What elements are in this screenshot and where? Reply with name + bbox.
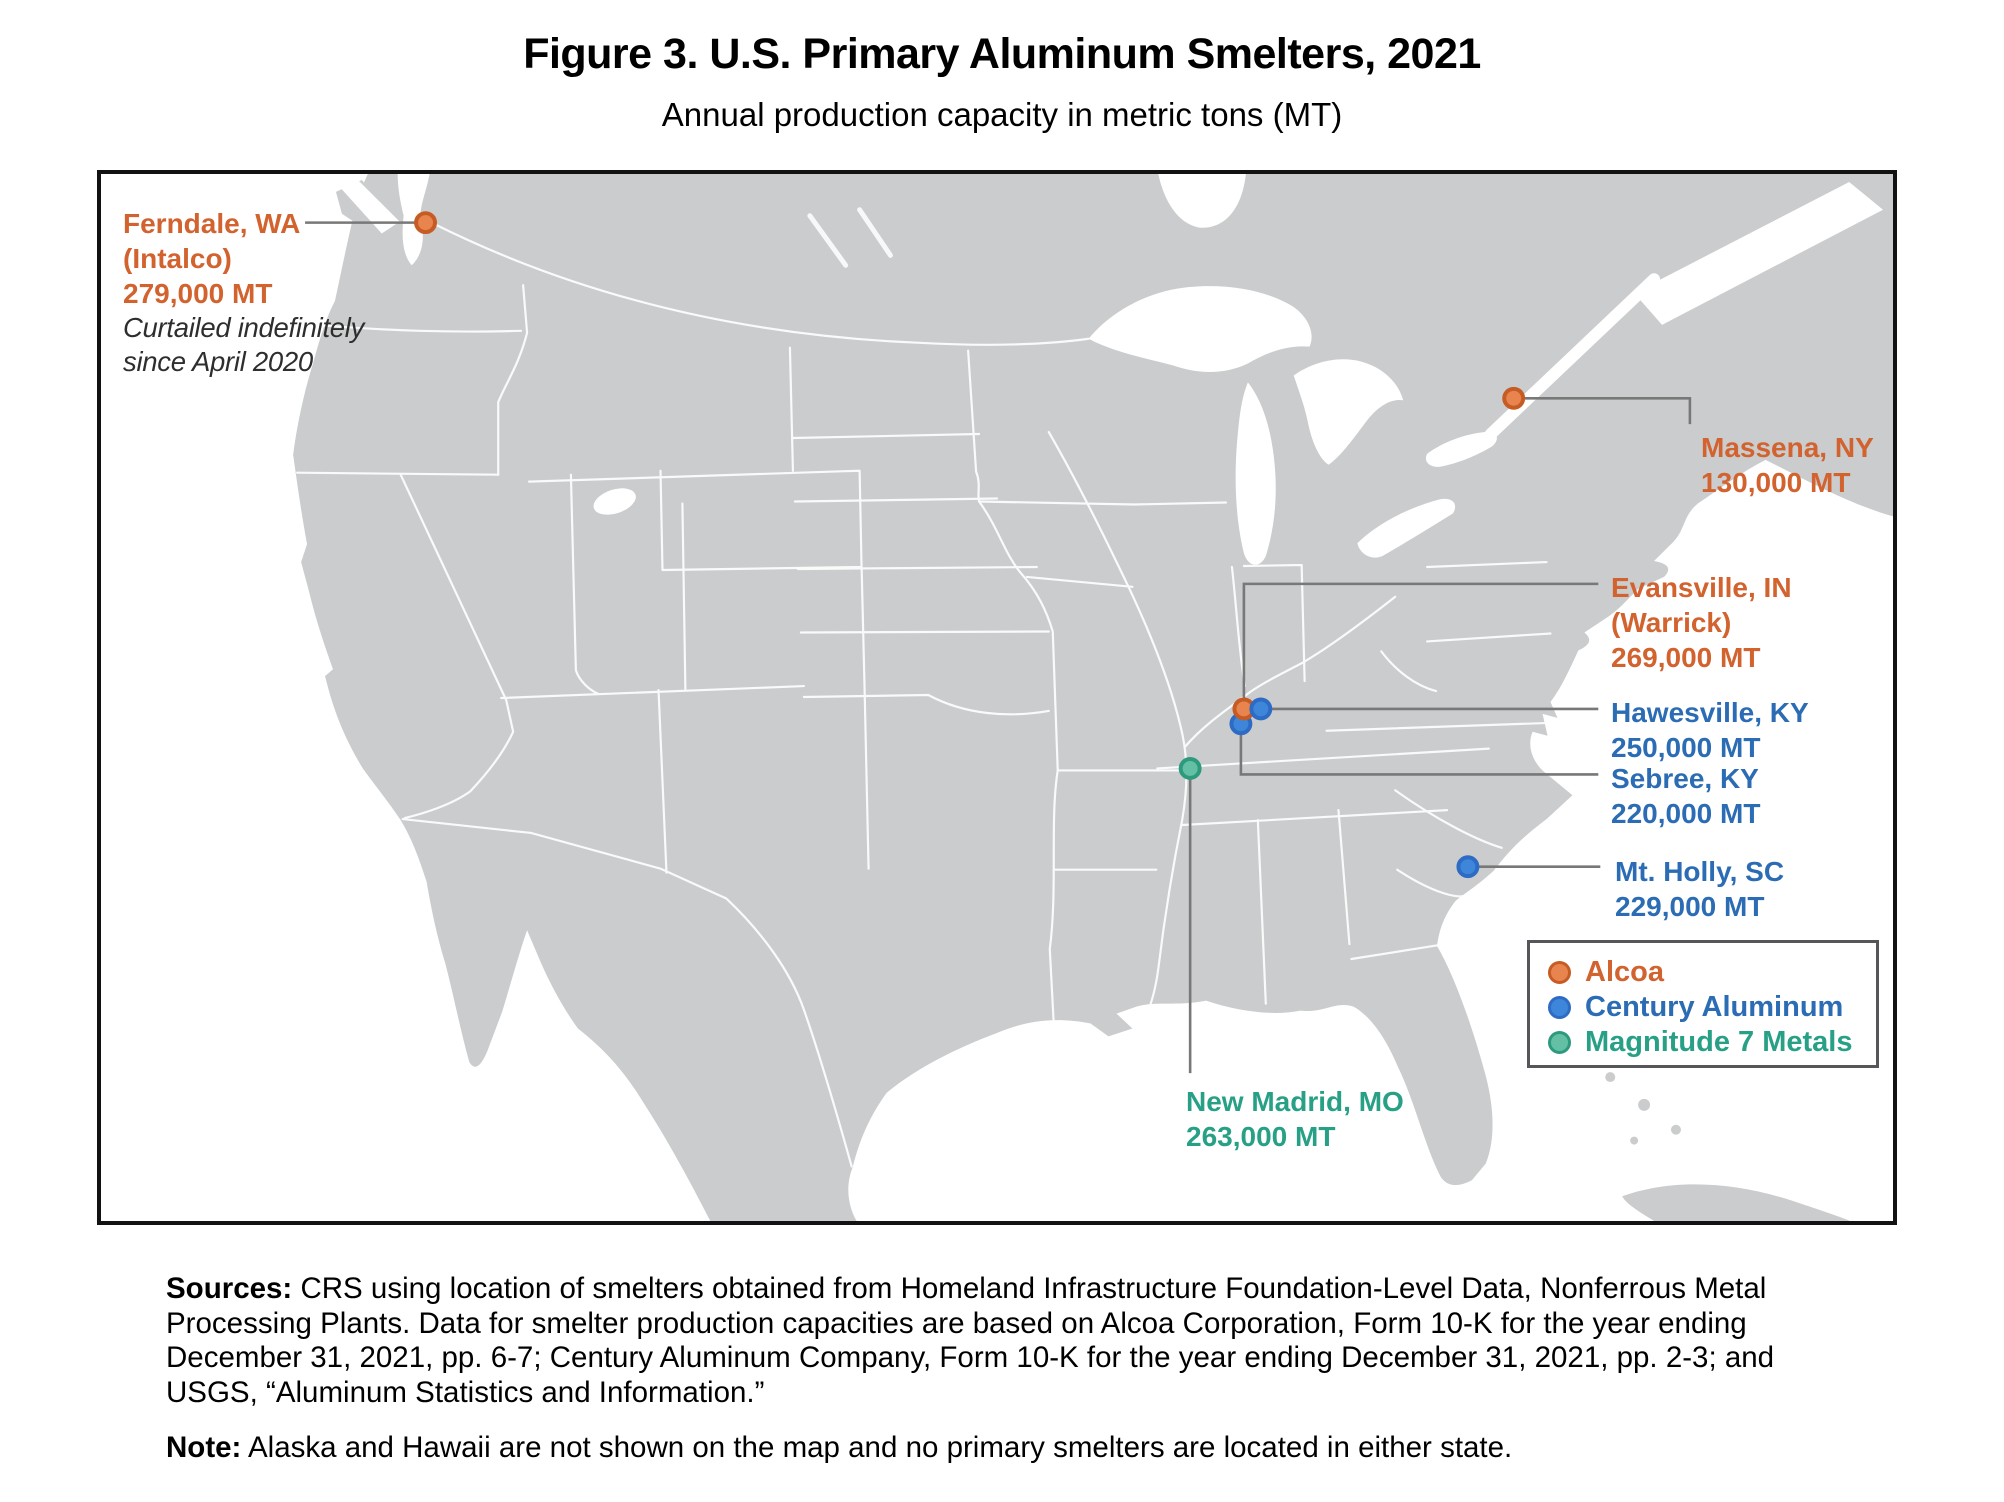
legend-label: Magnitude 7 Metals — [1585, 1026, 1853, 1058]
island-dot — [1638, 1098, 1651, 1111]
smelter-dot-mtholly — [1456, 855, 1480, 879]
note-paragraph: Note: Alaska and Hawaii are not shown on… — [166, 1431, 1858, 1466]
legend-item-alcoa: Alcoa — [1548, 955, 1876, 990]
legend-label: Century Aluminum — [1585, 991, 1844, 1023]
sources-text: CRS using location of smelters obtained … — [166, 1272, 1775, 1409]
smelter-capacity: 263,000 MT — [1186, 1121, 1336, 1152]
smelter-name: Sebree, KY — [1611, 763, 1759, 794]
lake-erie — [1357, 498, 1456, 558]
smelter-label-hawesville: Hawesville, KY 250,000 MT — [1611, 695, 1809, 765]
smelter-label-evansville: Evansville, IN (Warrick) 269,000 MT — [1611, 570, 1792, 675]
magnitude-dot-icon — [1548, 1031, 1571, 1054]
legend-item-magnitude: Magnitude 7 Metals — [1548, 1025, 1876, 1060]
us-map-svg — [101, 174, 1893, 1221]
james-bay — [1158, 174, 1246, 228]
island-dot — [1630, 1136, 1639, 1145]
island-dot — [1605, 1072, 1616, 1083]
lake-michigan — [1235, 382, 1276, 565]
puget-sound — [397, 174, 430, 266]
smelter-label-massena: Massena, NY 130,000 MT — [1701, 430, 1874, 500]
leader-evansville — [1242, 582, 1599, 699]
lake-superior — [1088, 286, 1312, 372]
smelter-alt-name: (Warrick) — [1611, 607, 1732, 638]
legend-item-century: Century Aluminum — [1548, 990, 1876, 1025]
smelter-capacity: 229,000 MT — [1615, 891, 1765, 922]
lake-ontario — [1425, 431, 1497, 467]
smelter-label-sebree: Sebree, KY 220,000 MT — [1611, 761, 1760, 831]
smelter-dot-newmadrid — [1178, 757, 1202, 780]
smelter-capacity: 220,000 MT — [1611, 798, 1761, 829]
century-dot-icon — [1548, 996, 1571, 1019]
canada-rivers — [807, 207, 893, 268]
smelter-capacity: 279,000 MT — [123, 278, 273, 309]
sources-paragraph: Sources: CRS using location of smelters … — [166, 1272, 1858, 1410]
smelter-alt-name: (Intalco) — [123, 243, 232, 274]
smelter-note: Curtailed indefinitely since April 2020 — [123, 312, 365, 377]
smelter-capacity: 269,000 MT — [1611, 642, 1761, 673]
smelter-dot-massena — [1502, 386, 1526, 410]
smelter-dot-hawesville — [1249, 697, 1273, 721]
strait — [327, 174, 400, 234]
smelter-name: New Madrid, MO — [1186, 1086, 1404, 1117]
smelter-capacity: 250,000 MT — [1611, 732, 1761, 763]
state-borders — [296, 222, 1554, 1168]
legend-label: Alcoa — [1585, 956, 1664, 988]
alcoa-dot-icon — [1548, 961, 1571, 984]
smelter-label-newmadrid: New Madrid, MO 263,000 MT — [1186, 1084, 1404, 1154]
island-dot — [1670, 1124, 1681, 1135]
smelter-name: Evansville, IN — [1611, 572, 1792, 603]
legend: Alcoa Century Aluminum Magnitude 7 Metal… — [1527, 940, 1879, 1068]
leader-sebree — [1239, 733, 1599, 776]
smelter-dot-ferndale — [414, 211, 437, 235]
smelter-name: Mt. Holly, SC — [1615, 856, 1785, 887]
sources-label: Sources: — [166, 1272, 293, 1305]
note-text: Alaska and Hawaii are not shown on the m… — [247, 1431, 1513, 1464]
leader-massena — [1523, 396, 1692, 425]
smelter-label-mtholly: Mt. Holly, SC 229,000 MT — [1615, 854, 1784, 924]
figure-title: Figure 3. U.S. Primary Aluminum Smelters… — [523, 30, 1481, 78]
cuba — [1622, 1184, 1851, 1221]
figure-footer: Sources: CRS using location of smelters … — [166, 1272, 1858, 1466]
smelter-label-ferndale: Ferndale, WA (Intalco) 279,000 MT Curtai… — [123, 206, 375, 379]
smelter-name: Hawesville, KY — [1611, 697, 1809, 728]
st-lawrence-estuary — [1634, 181, 1884, 325]
smelter-name: Massena, NY — [1701, 432, 1874, 463]
figure-subtitle: Annual production capacity in metric ton… — [661, 96, 1343, 133]
lake-huron — [1293, 359, 1404, 465]
smelter-name: Ferndale, WA — [123, 208, 301, 239]
great-salt-lake — [593, 488, 636, 515]
us-map: Ferndale, WA (Intalco) 279,000 MT Curtai… — [97, 170, 1897, 1225]
note-label: Note: — [166, 1431, 242, 1464]
smelter-capacity: 130,000 MT — [1701, 467, 1851, 498]
leader-lines — [305, 221, 1692, 1074]
